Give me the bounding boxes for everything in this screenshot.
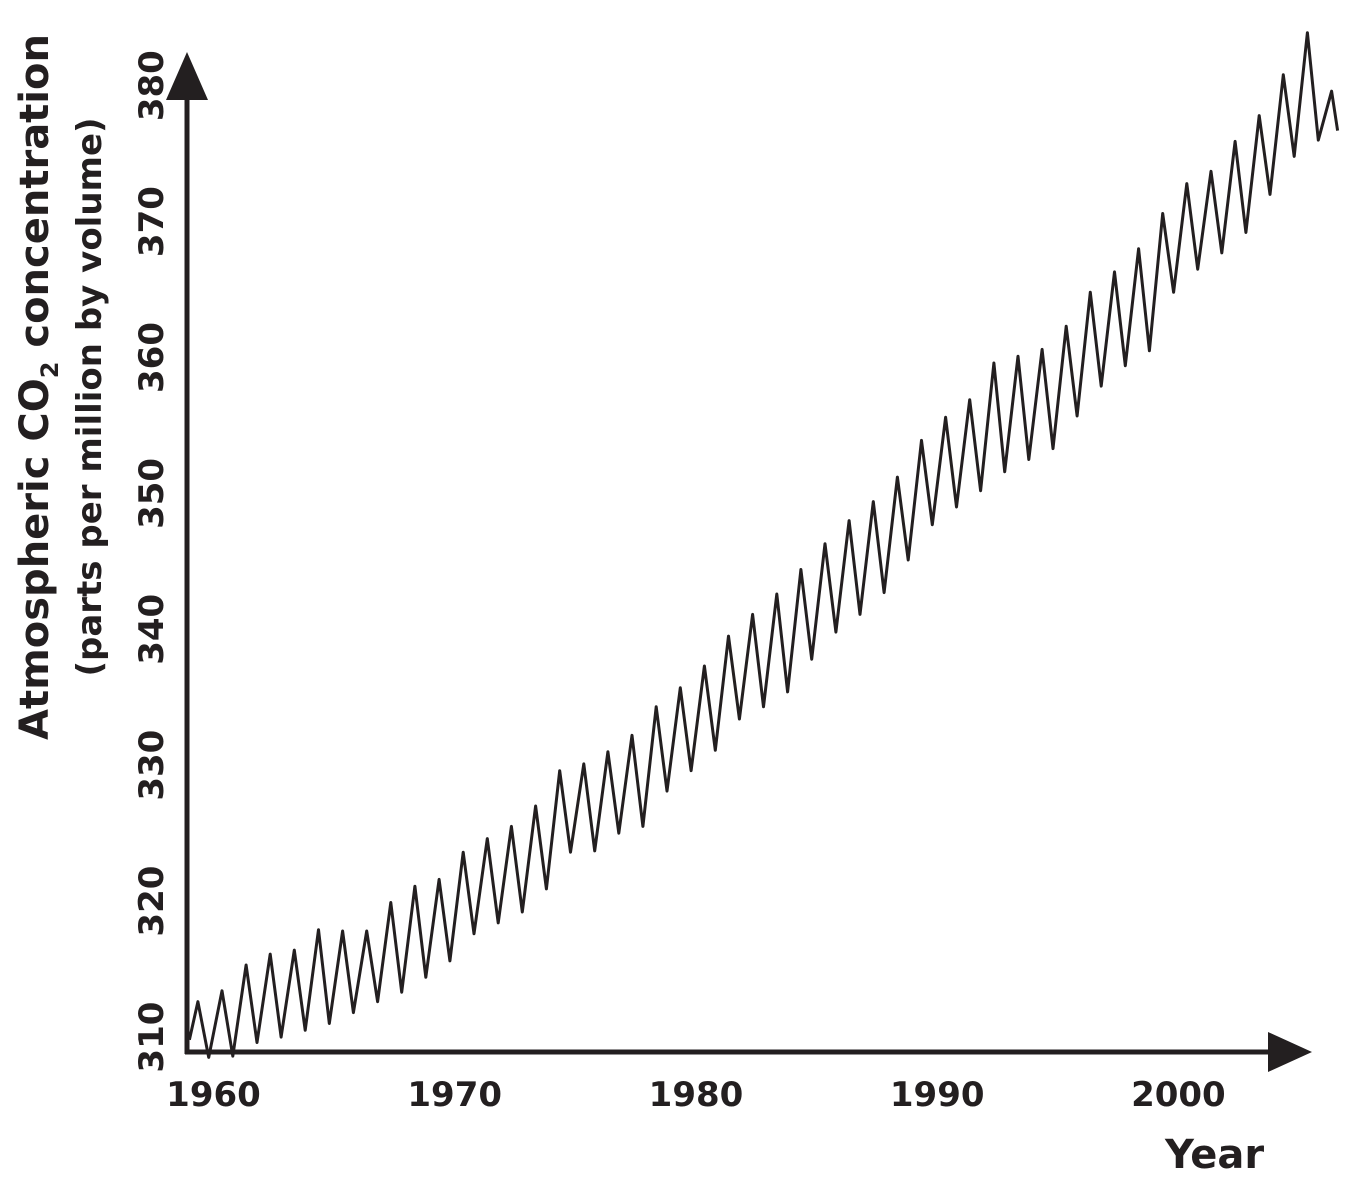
y-tick-label: 330 (132, 730, 172, 801)
x-tick-label: 1960 (166, 1075, 261, 1115)
y-axis-title-suffix: concentration (12, 34, 58, 362)
x-tick-label: 2000 (1131, 1075, 1226, 1115)
data-layer (187, 31, 1340, 1059)
y-tick-label: 380 (132, 50, 172, 121)
x-tick-label: 1990 (890, 1075, 985, 1115)
y-axis-subtitle: (parts per million by volume) (70, 117, 110, 676)
x-axis-title: Year (1164, 1132, 1264, 1178)
x-axis-arrow-icon (1268, 1032, 1312, 1072)
svg-text:(parts per million by volume): (parts per million by volume) (70, 117, 110, 676)
x-tick-labels: 1960 1970 1980 1990 2000 (166, 1075, 1226, 1115)
y-axis-arrow-icon (166, 52, 208, 100)
y-tick-label: 360 (132, 322, 172, 393)
y-tick-label: 370 (132, 186, 172, 257)
y-axis-title-subscript: 2 (36, 362, 64, 379)
co2-series-line (187, 31, 1340, 1059)
y-axis-title-prefix: Atmospheric CO (12, 378, 58, 740)
y-tick-label: 350 (132, 458, 172, 529)
y-tick-label: 340 (132, 594, 172, 665)
axes (166, 52, 1312, 1072)
y-tick-label: 310 (132, 1002, 172, 1073)
x-tick-label: 1970 (407, 1075, 502, 1115)
y-tick-labels: 310 320 330 340 350 360 370 380 (132, 50, 172, 1072)
y-tick-label: 320 (132, 866, 172, 937)
svg-text:Atmospheric CO2 concentration: Atmospheric CO2 concentration (12, 34, 64, 740)
y-axis-title: Atmospheric CO2 concentration (12, 34, 64, 740)
x-tick-label: 1980 (649, 1075, 744, 1115)
